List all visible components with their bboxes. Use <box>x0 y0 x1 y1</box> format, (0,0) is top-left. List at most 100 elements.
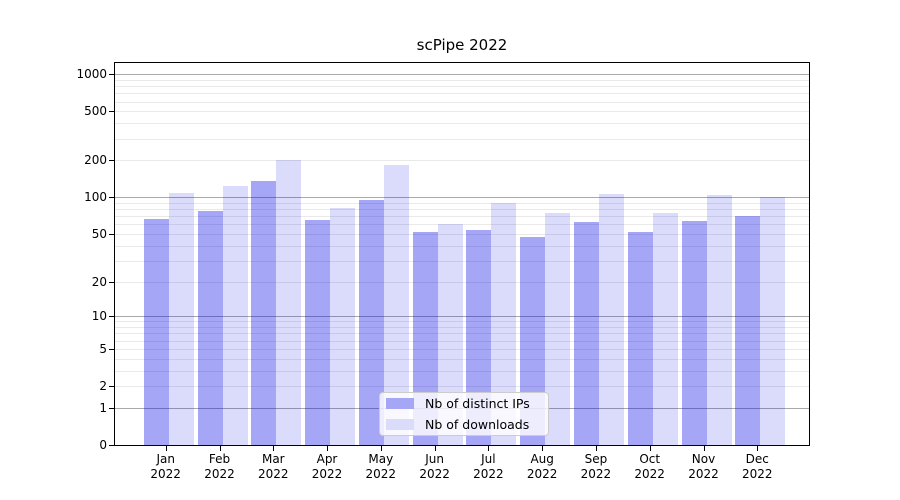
gridline-minor <box>115 79 809 81</box>
x-tick-label-line: Jul <box>481 452 496 466</box>
x-tick-label-line: 2022 <box>150 467 181 481</box>
x-tick-label: Nov 2022 <box>672 452 736 482</box>
gridline-minor <box>115 321 809 323</box>
x-tick-label-line: 2022 <box>742 467 773 481</box>
bar-nb-of-distinct-ips-feb-2022 <box>197 210 223 445</box>
bar-nb-of-downloads-oct-2022 <box>652 212 678 445</box>
x-tick-label-line: Oct <box>639 452 661 466</box>
gridline-minor <box>115 224 809 226</box>
x-tick-label: May 2022 <box>349 452 413 482</box>
bar-nb-of-distinct-ips-jan-2022 <box>143 219 169 445</box>
y-tick <box>109 386 114 388</box>
x-tick-label-line: 2022 <box>365 467 397 481</box>
y-tick-label: 50 <box>91 227 107 241</box>
gridline-minor <box>115 386 809 388</box>
gridline-minor <box>115 234 809 235</box>
gridline-minor <box>115 216 809 218</box>
legend-label-distinct-ips: Nb of distinct IPs <box>425 396 530 412</box>
bar-nb-of-downloads-mar-2022 <box>276 159 302 445</box>
x-tick <box>649 446 651 451</box>
y-tick-label: 100 <box>84 190 107 205</box>
bar-nb-of-distinct-ips-mar-2022 <box>251 180 277 445</box>
gridline-minor <box>115 245 809 247</box>
x-tick-label: Mar 2022 <box>241 452 305 482</box>
x-tick-label-line: 2022 <box>688 467 719 481</box>
x-tick <box>380 446 382 451</box>
gridline-minor <box>115 86 809 88</box>
x-tick-label: Jun 2022 <box>403 452 467 482</box>
x-tick <box>542 446 544 451</box>
bar-nb-of-downloads-sep-2022 <box>598 194 624 445</box>
y-tick <box>109 281 114 283</box>
gridline-major <box>115 316 809 318</box>
y-tick-label: 1 <box>99 400 107 415</box>
y-tick-label: 0 <box>99 438 107 452</box>
x-tick-label-line: 2022 <box>580 467 612 481</box>
bar-nb-of-downloads-jan-2022 <box>168 193 194 445</box>
bar-nb-of-distinct-ips-dec-2022 <box>735 216 761 445</box>
bar-nb-of-downloads-feb-2022 <box>222 185 248 445</box>
bar-nb-of-distinct-ips-nov-2022 <box>681 221 707 445</box>
x-tick-label-line: 2022 <box>311 467 343 481</box>
gridline-minor <box>115 203 809 204</box>
x-tick-label-line: Dec <box>745 452 769 466</box>
x-tick-label-line: Jun <box>425 452 444 466</box>
y-tick <box>109 445 114 446</box>
x-tick-label-line: Jan <box>156 452 175 466</box>
x-tick-label: Apr 2022 <box>295 452 359 482</box>
x-tick <box>703 446 705 451</box>
x-tick <box>595 446 597 451</box>
y-tick-label: 2 <box>99 379 107 394</box>
legend: Nb of distinct IPs Nb of downloads <box>379 392 549 436</box>
gridline-minor <box>115 340 809 342</box>
bar-nb-of-distinct-ips-apr-2022 <box>305 220 330 445</box>
y-tick <box>109 160 114 162</box>
x-tick-label: Jan 2022 <box>134 452 198 482</box>
x-tick-label-line: 2022 <box>634 467 665 481</box>
gridline-minor <box>115 138 809 140</box>
gridline-major <box>115 197 809 199</box>
y-tick <box>109 316 114 318</box>
x-tick <box>327 446 328 451</box>
x-tick-label-line: Aug <box>530 452 554 466</box>
x-tick <box>434 446 436 451</box>
y-tick <box>109 234 114 235</box>
legend-label-downloads: Nb of downloads <box>425 416 530 432</box>
x-tick-label: Jul 2022 <box>456 452 520 482</box>
gridline-minor <box>115 327 809 329</box>
y-tick-label: 20 <box>91 274 107 289</box>
legend-swatch-distinct-ips <box>386 398 414 410</box>
gridline-minor <box>115 260 809 262</box>
y-tick <box>109 348 114 350</box>
x-tick-label-line: 2022 <box>419 467 450 481</box>
x-tick-label-line: 2022 <box>473 467 504 481</box>
x-tick-label: Sep 2022 <box>564 452 628 482</box>
bar-nb-of-distinct-ips-sep-2022 <box>573 221 599 445</box>
gridline-minor <box>115 93 809 95</box>
x-tick-label-line: 2022 <box>204 467 235 481</box>
x-tick <box>273 446 275 451</box>
gridline-minor <box>115 123 809 125</box>
x-tick-label: Feb 2022 <box>188 452 252 482</box>
x-tick-label: Dec 2022 <box>725 452 789 482</box>
bar-nb-of-distinct-ips-oct-2022 <box>627 232 653 445</box>
x-tick <box>757 446 759 451</box>
y-tick <box>109 74 114 76</box>
x-tick <box>488 446 490 451</box>
y-tick-label: 200 <box>84 153 107 168</box>
bar-nb-of-downloads-aug-2022 <box>545 213 571 445</box>
y-tick <box>109 407 114 409</box>
gridline-minor <box>115 209 809 211</box>
x-tick <box>219 446 221 451</box>
gridline-minor <box>115 281 809 283</box>
bar-nb-of-downloads-dec-2022 <box>760 197 786 445</box>
x-tick-label-line: May <box>368 452 394 466</box>
gridline-minor <box>115 358 809 360</box>
x-tick-label-line: Apr <box>316 452 338 466</box>
gridline-minor <box>115 101 809 103</box>
y-tick-label: 500 <box>84 104 107 119</box>
x-tick-label: Oct 2022 <box>618 452 682 482</box>
x-tick-label-line: 2022 <box>258 467 289 481</box>
gridline-major <box>115 74 809 76</box>
